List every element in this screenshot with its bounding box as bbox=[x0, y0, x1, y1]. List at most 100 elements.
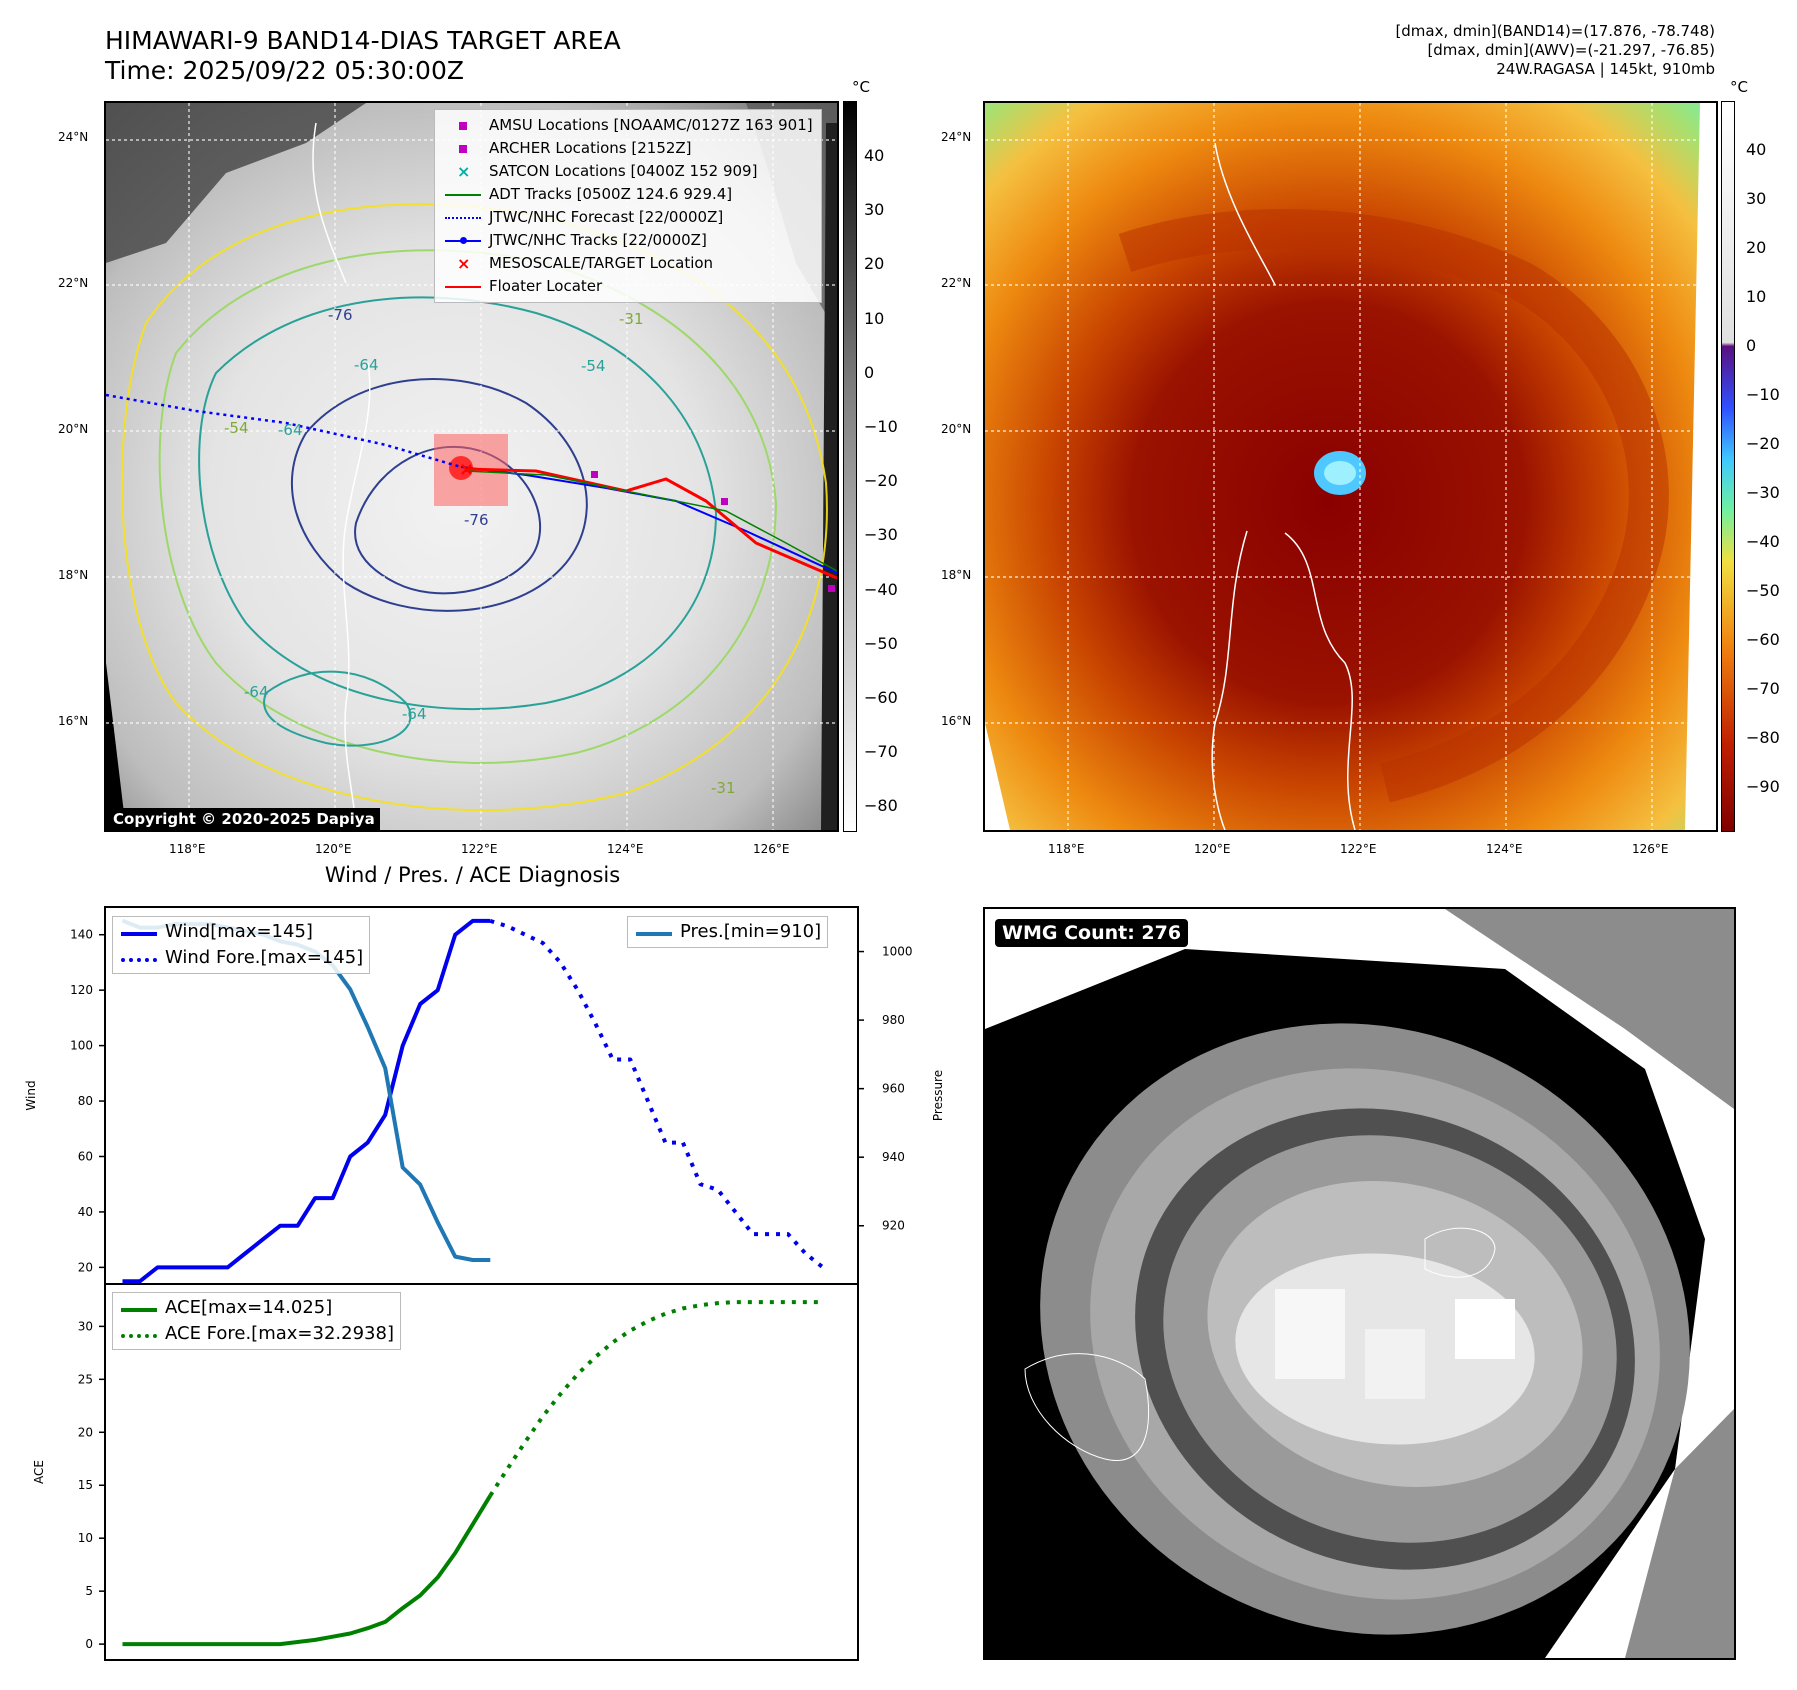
diagnosis-title: Wind / Pres. / ACE Diagnosis bbox=[324, 863, 621, 887]
grayscale-colorbar-tick: −70 bbox=[864, 742, 898, 762]
wind-ytick-label: 100 bbox=[70, 1039, 93, 1053]
legend-entry: × SATCON Locations [0400Z 152 909] bbox=[443, 160, 813, 183]
enhanced-colorbar-tick: −80 bbox=[1746, 728, 1780, 747]
wind-ytick-label: 80 bbox=[78, 1094, 93, 1108]
dotted-line-icon bbox=[119, 1325, 159, 1343]
lon-tick: 122°E bbox=[461, 842, 498, 856]
contour-label: -64 bbox=[244, 683, 269, 701]
ace-ytick-label: 5 bbox=[85, 1584, 93, 1598]
wmg-panel: WMG Count: 276 bbox=[983, 907, 1736, 1660]
square-marker-icon bbox=[443, 117, 483, 135]
ace-axes-frame bbox=[104, 1283, 859, 1661]
pressure-ytick-label: 920 bbox=[882, 1219, 905, 1233]
grayscale-colorbar-tick: 10 bbox=[864, 308, 885, 328]
contour-label: -31 bbox=[619, 310, 644, 328]
lat-tick: 24°N bbox=[941, 130, 972, 144]
grayscale-colorbar-tick: 30 bbox=[864, 200, 885, 220]
enhanced-colorbar-tick: −20 bbox=[1746, 434, 1780, 453]
title-line2: Time: 2025/09/22 05:30:00Z bbox=[105, 56, 464, 85]
wind-ytick-label: 140 bbox=[70, 928, 93, 942]
contour-label: -31 bbox=[711, 779, 736, 797]
pressure-ytick-label: 940 bbox=[882, 1150, 905, 1164]
enhanced-colorbar-tick: −30 bbox=[1746, 483, 1780, 502]
wind-ytick-label: 120 bbox=[70, 983, 93, 997]
ace-ytick-label: 25 bbox=[78, 1372, 93, 1386]
lat-tick: 16°N bbox=[58, 714, 89, 728]
copyright-label: Copyright © 2020-2025 Dapiya bbox=[108, 808, 380, 830]
enhanced-map-panel bbox=[983, 101, 1718, 832]
info-line1: [dmax, dmin](BAND14)=(17.876, -78.748) bbox=[1395, 22, 1715, 40]
lat-tick: 22°N bbox=[941, 276, 972, 290]
adt-track bbox=[465, 470, 837, 572]
grayscale-colorbar-tick: −30 bbox=[864, 525, 898, 545]
wmg-count-badge: WMG Count: 276 bbox=[995, 919, 1189, 947]
legend-entry: AMSU Locations [NOAAMC/0127Z 163 901] bbox=[443, 114, 813, 137]
ace-ytick-label: 30 bbox=[78, 1319, 93, 1333]
ace-ytick-label: 0 bbox=[85, 1637, 93, 1651]
enhanced-map-image bbox=[985, 103, 1716, 830]
x-marker-icon: × bbox=[457, 253, 471, 273]
contour-label: -76 bbox=[328, 306, 353, 324]
wind-legend: Wind[max=145] Wind Fore.[max=145] bbox=[112, 916, 371, 974]
colorbar-unit: °C bbox=[1730, 78, 1748, 96]
pressure-legend: Pres.[min=910] bbox=[627, 916, 829, 948]
enhanced-colorbar-tick: −10 bbox=[1746, 385, 1780, 404]
contour-label: -64 bbox=[354, 356, 379, 374]
contour-label: -76 bbox=[464, 511, 489, 529]
pressure-ytick-label: 1000 bbox=[882, 945, 913, 959]
dotted-line-icon bbox=[443, 209, 483, 227]
legend-entry: Wind[max=145] bbox=[119, 919, 363, 945]
grayscale-colorbar-tick: 40 bbox=[864, 146, 885, 165]
wind-ytick-label: 20 bbox=[78, 1260, 93, 1274]
enhanced-colorbar-tick: −60 bbox=[1746, 630, 1780, 649]
colorbar-unit: °C bbox=[852, 78, 870, 96]
grayscale-colorbar-tick: −60 bbox=[864, 688, 898, 707]
series-line bbox=[488, 1300, 823, 1497]
legend-entry: Wind Fore.[max=145] bbox=[119, 945, 363, 971]
enhanced-colorbar-tick: 0 bbox=[1746, 336, 1757, 355]
pressure-axis-label: Pressure bbox=[931, 1070, 945, 1121]
x-marker-icon: × bbox=[457, 161, 471, 181]
jtwc-forecast-track bbox=[106, 393, 462, 469]
series-line bbox=[122, 1494, 493, 1647]
grayscale-colorbar-tick: −80 bbox=[864, 796, 898, 816]
lon-tick: 124°E bbox=[1486, 842, 1523, 856]
lon-tick: 120°E bbox=[1194, 842, 1231, 856]
lon-tick: 122°E bbox=[1340, 842, 1377, 856]
lat-tick: 24°N bbox=[58, 130, 89, 144]
lon-tick: 118°E bbox=[1048, 842, 1085, 856]
contour-label: -54 bbox=[581, 357, 606, 375]
enhanced-colorbar-tick: 40 bbox=[1746, 140, 1767, 159]
grayscale-colorbar bbox=[843, 101, 857, 832]
contour-label: -54 bbox=[224, 419, 249, 437]
ace-ytick-label: 15 bbox=[78, 1478, 93, 1492]
lat-tick: 20°N bbox=[941, 422, 972, 436]
wind-ytick-label: 60 bbox=[78, 1149, 93, 1163]
wmg-image bbox=[985, 909, 1734, 1658]
enhanced-colorbar-tick: −40 bbox=[1746, 532, 1780, 551]
wind-ytick-label: 40 bbox=[78, 1205, 93, 1219]
legend-entry: ARCHER Locations [2152Z] bbox=[443, 137, 813, 160]
grayscale-colorbar-tick: −20 bbox=[864, 471, 898, 491]
svg-text:×: × bbox=[459, 459, 474, 480]
lon-tick: 118°E bbox=[169, 842, 206, 856]
enhanced-colorbar-tick: 10 bbox=[1746, 287, 1767, 306]
legend-entry: × MESOSCALE/TARGET Location bbox=[443, 252, 813, 275]
lat-tick: 16°N bbox=[941, 714, 972, 728]
ace-axis-label: ACE bbox=[32, 1460, 46, 1484]
solid-line-icon bbox=[443, 278, 483, 296]
contour-label: -64 bbox=[402, 705, 427, 723]
enhanced-colorbar-tick: 30 bbox=[1746, 189, 1767, 208]
grayscale-colorbar-tick: −40 bbox=[864, 579, 898, 599]
solid-line-icon bbox=[634, 923, 674, 941]
dotted-line-icon bbox=[119, 949, 159, 967]
ace-ytick-label: 20 bbox=[78, 1425, 93, 1439]
floater-track bbox=[465, 467, 837, 580]
legend-entry: Pres.[min=910] bbox=[634, 919, 821, 945]
map-legend: AMSU Locations [NOAAMC/0127Z 163 901] AR… bbox=[434, 109, 822, 303]
series-line bbox=[122, 918, 491, 1284]
lon-tick: 126°E bbox=[1632, 842, 1669, 856]
square-marker-icon bbox=[443, 140, 483, 158]
grayscale-colorbar-tick: 20 bbox=[864, 254, 885, 274]
